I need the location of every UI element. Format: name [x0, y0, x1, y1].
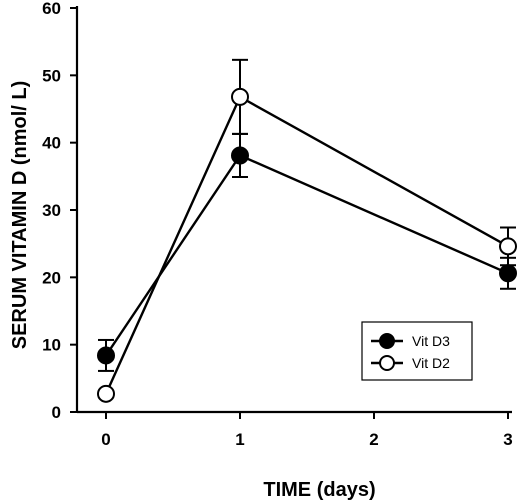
x-tick-label: 1: [235, 430, 244, 449]
y-tick-label: 60: [42, 0, 61, 18]
data-point-2: [499, 237, 517, 256]
legend: Vit D3 Vit D2: [361, 321, 473, 381]
data-point-1: [97, 346, 115, 365]
data-point-2: [97, 384, 115, 403]
legend-label: Vit D2: [412, 355, 450, 371]
legend-marker: [379, 333, 395, 349]
y-tick-label: 10: [42, 336, 61, 355]
legend-label: Vit D3: [412, 333, 450, 349]
y-axis-title: SERUM VITAMIN D (nmol/ L): [9, 81, 31, 350]
y-tick-label: 30: [42, 201, 61, 220]
series-group: [97, 58, 517, 403]
y-tick-label: 50: [42, 66, 61, 85]
legend-box: [361, 321, 473, 381]
data-point-1: [499, 264, 517, 283]
y-tick-label: 40: [42, 134, 61, 153]
y-tick-label: 20: [42, 268, 61, 287]
data-point-2: [231, 87, 249, 106]
axes: 0 10 20 30 40 50 60 0 1 2 3 TIME (days) SERUM VITAMI…: [9, 0, 513, 501]
x-tick-label: 2: [369, 430, 378, 449]
x-tick-label: 0: [101, 430, 110, 449]
y-tick-label: 0: [52, 403, 61, 422]
x-tick-label: 3: [503, 430, 512, 449]
data-point-1: [231, 146, 249, 165]
x-axis-title: TIME (days): [263, 479, 375, 501]
legend-marker: [379, 355, 395, 371]
